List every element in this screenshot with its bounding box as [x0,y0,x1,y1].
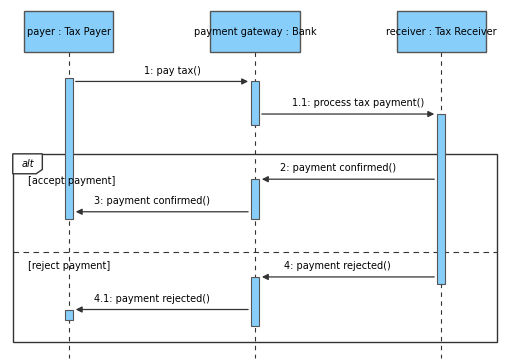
Text: payer : Tax Payer: payer : Tax Payer [27,27,110,37]
Text: 1.1: process tax payment(): 1.1: process tax payment() [292,98,423,108]
Text: 4: payment rejected(): 4: payment rejected() [284,261,390,271]
Bar [24,11,114,52]
Bar [250,179,259,219]
Text: 2: payment confirmed(): 2: payment confirmed() [279,163,395,173]
Text: 1: pay tax(): 1: pay tax() [144,66,200,76]
Text: 4.1: payment rejected(): 4.1: payment rejected() [94,294,209,304]
Bar [65,310,73,320]
Bar [436,114,444,284]
Bar [250,277,259,326]
Text: payment gateway : Bank: payment gateway : Bank [193,27,316,37]
Polygon shape [13,154,42,174]
Text: alt: alt [21,159,34,169]
Bar [13,154,496,342]
Text: [accept payment]: [accept payment] [28,176,115,186]
Text: receiver : Tax Receiver: receiver : Tax Receiver [385,27,495,37]
Text: 3: payment confirmed(): 3: payment confirmed() [94,196,209,206]
Bar [210,11,299,52]
Bar [65,78,73,219]
Bar [396,11,485,52]
Text: [reject payment]: [reject payment] [28,261,110,271]
Bar [250,81,259,125]
